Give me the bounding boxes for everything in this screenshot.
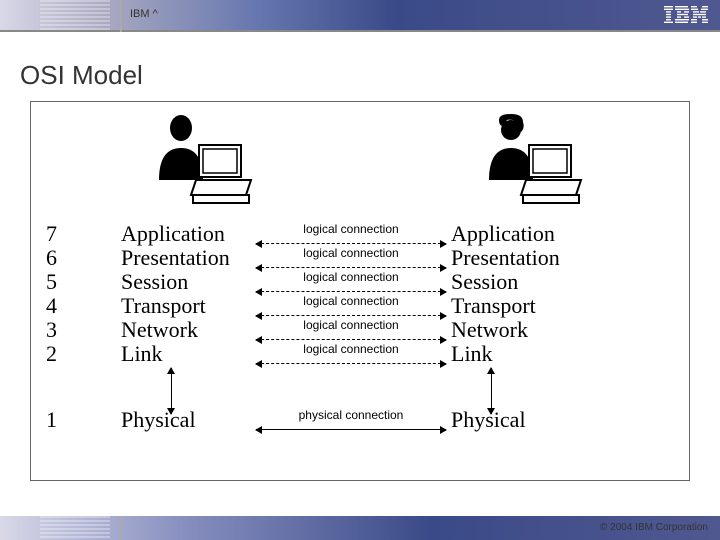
layer-left-transport: Transport <box>121 294 230 318</box>
person-right-icon <box>481 110 591 215</box>
header-bar: IBM ^ <box>0 0 720 32</box>
conn-row-5: logical connection <box>256 270 446 294</box>
vertical-connector-left <box>171 368 172 414</box>
connections-column: logical connection logical connection lo… <box>256 222 446 432</box>
conn-label-5: logical connection <box>256 270 446 283</box>
conn-row-6: logical connection <box>256 246 446 270</box>
conn-label-3: logical connection <box>256 318 446 331</box>
layer-right-link: Link <box>451 342 560 366</box>
page-title: OSI Model <box>0 32 720 101</box>
conn-row-1: physical connection <box>256 408 446 432</box>
layer-names-right: Application Presentation Session Transpo… <box>451 222 560 432</box>
conn-line-6 <box>256 267 446 268</box>
vertical-connector-right <box>491 368 492 414</box>
footer-divider <box>120 516 122 540</box>
conn-line-2 <box>256 363 446 364</box>
conn-row-2: logical connection <box>256 342 446 366</box>
conn-label-4: logical connection <box>256 294 446 307</box>
conn-line-5 <box>256 291 446 292</box>
conn-row-3: logical connection <box>256 318 446 342</box>
copyright-text: © 2004 IBM Corporation <box>600 522 708 533</box>
conn-label-1: physical connection <box>256 408 446 421</box>
layer-num-6: 6 <box>46 246 57 270</box>
footer-stripes-decoration <box>40 516 110 540</box>
layer-right-physical: Physical <box>451 408 560 432</box>
conn-label-7: logical connection <box>256 222 446 235</box>
layer-numbers: 7 6 5 4 3 2 1 <box>46 222 57 432</box>
layer-names-left: Application Presentation Session Transpo… <box>121 222 230 432</box>
header-stripes-decoration <box>40 0 110 32</box>
layer-num-7: 7 <box>46 222 57 246</box>
conn-label-6: logical connection <box>256 246 446 259</box>
layer-left-link: Link <box>121 342 230 366</box>
layer-right-network: Network <box>451 318 560 342</box>
layer-num-5: 5 <box>46 270 57 294</box>
conn-label-2: logical connection <box>256 342 446 355</box>
conn-line-3 <box>256 339 446 340</box>
layer-left-physical: Physical <box>121 408 230 432</box>
conn-line-4 <box>256 315 446 316</box>
footer-bar: © 2004 IBM Corporation <box>0 516 720 540</box>
layer-left-application: Application <box>121 222 230 246</box>
layer-num-3: 3 <box>46 318 57 342</box>
osi-diagram: 7 6 5 4 3 2 1 Application Presentation S… <box>30 101 690 481</box>
layer-right-session: Session <box>451 270 560 294</box>
layer-left-session: Session <box>121 270 230 294</box>
layer-num-4: 4 <box>46 294 57 318</box>
layer-left-network: Network <box>121 318 230 342</box>
conn-line-7 <box>256 243 446 244</box>
conn-row-4: logical connection <box>256 294 446 318</box>
layer-num-2: 2 <box>46 342 57 366</box>
layer-num-1: 1 <box>46 408 57 432</box>
conn-row-7: logical connection <box>256 222 446 246</box>
ibm-logo-icon <box>664 6 708 29</box>
conn-line-1 <box>256 429 446 430</box>
layer-left-presentation: Presentation <box>121 246 230 270</box>
brand-text: IBM ^ <box>130 8 158 20</box>
layer-right-transport: Transport <box>451 294 560 318</box>
layer-right-application: Application <box>451 222 560 246</box>
person-left-icon <box>151 110 261 215</box>
layer-right-presentation: Presentation <box>451 246 560 270</box>
header-divider <box>120 0 122 32</box>
